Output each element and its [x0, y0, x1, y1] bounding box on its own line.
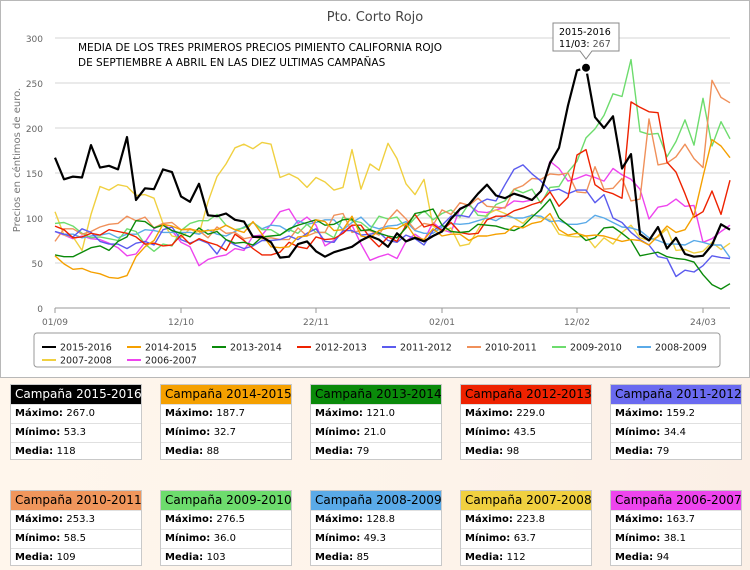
stat-min: Mínimo: 34.4: [611, 423, 741, 442]
stat-avg: Media: 109: [11, 548, 141, 567]
series-line-2007-2008: [54, 141, 731, 254]
stat-card-title: Campaña 2009-2010: [161, 491, 291, 510]
x-tick-label: 24/03: [690, 318, 716, 328]
stat-card-title: Campaña 2015-2016: [11, 385, 141, 404]
y-tick-label: 50: [32, 260, 44, 270]
legend-item: 2011-2012: [400, 343, 452, 354]
legend: 2015-2016 2014-2015 2013-2014 2012-2013 2011…: [33, 332, 721, 368]
tooltip-marker: [580, 61, 592, 74]
stat-avg: Media: 98: [461, 442, 591, 461]
stat-avg: Media: 85: [311, 548, 441, 567]
stat-card: Campaña 2012-2013 Máximo: 229.0 Mínimo: 43…: [460, 384, 592, 460]
y-tick-label: 100: [26, 215, 43, 225]
y-tick-label: 150: [26, 170, 43, 180]
stat-avg: Media: 79: [611, 442, 741, 461]
stat-max: Máximo: 267.0: [11, 404, 141, 423]
stat-max: Máximo: 187.7: [161, 404, 291, 423]
stat-card: Campaña 2010-2011 Máximo: 253.3 Mínimo: 58…: [10, 490, 142, 566]
chart-area: Pto. Corto Rojo Precios en céntimos de e…: [0, 0, 750, 378]
series-line-2008-2009: [54, 214, 731, 259]
y-axis-ticks: 0 50 100 150 200 250 300: [26, 35, 43, 315]
y-axis-label: Precios en céntimos de euro.: [11, 88, 23, 232]
stat-card: Campaña 2006-2007 Máximo: 163.7 Mínimo: 38…: [610, 490, 742, 566]
x-tick-label: 01/09: [42, 318, 68, 328]
stat-min: Mínimo: 63.7: [461, 529, 591, 548]
stat-card-title: Campaña 2011-2012: [611, 385, 741, 404]
stat-avg: Media: 88: [161, 442, 291, 461]
stat-card-title: Campaña 2013-2014: [311, 385, 441, 404]
stat-min: Mínimo: 49.3: [311, 529, 441, 548]
stat-avg: Media: 79: [311, 442, 441, 461]
stat-max: Máximo: 128.8: [311, 510, 441, 529]
annotation-line-1: MEDIA DE LOS TRES PRIMEROS PRECIOS PIMIE…: [78, 42, 442, 54]
stat-max: Máximo: 121.0: [311, 404, 441, 423]
tooltip-box: [552, 22, 620, 60]
y-tick-label: 200: [26, 125, 43, 135]
stat-min: Mínimo: 21.0: [311, 423, 441, 442]
stat-min: Mínimo: 38.1: [611, 529, 741, 548]
stat-card: Campaña 2009-2010 Máximo: 276.5 Mínimo: 36…: [160, 490, 292, 566]
series-lines: [53, 58, 731, 290]
stat-card-title: Campaña 2007-2008: [461, 491, 591, 510]
y-tick-label: 0: [37, 305, 43, 315]
legend-box: [33, 332, 721, 368]
line-chart: Pto. Corto Rojo Precios en céntimos de e…: [0, 0, 750, 378]
stat-avg: Media: 112: [461, 548, 591, 567]
tooltip-value: 11/03: 267: [559, 39, 611, 50]
stat-min: Mínimo: 58.5: [11, 529, 141, 548]
y-tick-label: 300: [26, 35, 43, 45]
x-tick-label: 02/01: [429, 318, 455, 328]
legend-item: 2008-2009: [655, 343, 707, 354]
stat-card-title: Campaña 2014-2015: [161, 385, 291, 404]
legend-item: 2010-2011: [485, 343, 537, 354]
legend-item: 2007-2008: [60, 356, 112, 367]
stat-card-title: Campaña 2008-2009: [311, 491, 441, 510]
series-line-2006-2007: [54, 160, 731, 267]
x-tick-label: 12/02: [564, 318, 590, 328]
series-line-2013-2014: [54, 198, 731, 290]
y-tick-label: 250: [26, 80, 43, 90]
tooltip-series: 2015-2016: [559, 27, 611, 38]
stat-card: Campaña 2008-2009 Máximo: 128.8 Mínimo: 49…: [310, 490, 442, 566]
stat-max: Máximo: 159.2: [611, 404, 741, 423]
stat-avg: Media: 103: [161, 548, 291, 567]
legend-item: 2006-2007: [145, 356, 197, 367]
x-axis-ticks: 01/09 12/10 22/11 02/01 12/02 24/03: [42, 308, 716, 328]
stat-card-title: Campaña 2010-2011: [11, 491, 141, 510]
stat-min: Mínimo: 32.7: [161, 423, 291, 442]
series-line-2014-2015: [54, 139, 731, 279]
stat-avg: Media: 118: [11, 442, 141, 461]
stat-max: Máximo: 163.7: [611, 510, 741, 529]
stat-min: Mínimo: 53.3: [11, 423, 141, 442]
stat-max: Máximo: 276.5: [161, 510, 291, 529]
series-line-2015-2016: [53, 66, 731, 259]
x-tick-label: 12/10: [168, 318, 194, 328]
stat-card: Campaña 2015-2016 Máximo: 267.0 Mínimo: 53…: [10, 384, 142, 460]
legend-item: 2009-2010: [570, 343, 622, 354]
legend-item: 2013-2014: [230, 343, 282, 354]
stat-card: Campaña 2011-2012 Máximo: 159.2 Mínimo: 34…: [610, 384, 742, 460]
stat-card-title: Campaña 2006-2007: [611, 491, 741, 510]
annotation-line-2: DE SEPTIEMBRE A ABRIL EN LAS DIEZ ULTIMA…: [78, 56, 386, 69]
legend-item: 2012-2013: [315, 343, 367, 354]
stat-card-title: Campaña 2012-2013: [461, 385, 591, 404]
x-tick-label: 22/11: [303, 318, 329, 328]
stat-card: Campaña 2007-2008 Máximo: 223.8 Mínimo: 63…: [460, 490, 592, 566]
stat-avg: Media: 94: [611, 548, 741, 567]
stat-card: Campaña 2013-2014 Máximo: 121.0 Mínimo: 21…: [310, 384, 442, 460]
chart-title: Pto. Corto Rojo: [327, 10, 423, 25]
stat-max: Máximo: 253.3: [11, 510, 141, 529]
stat-max: Máximo: 229.0: [461, 404, 591, 423]
series-line-2010-2011: [54, 79, 731, 242]
stat-min: Mínimo: 43.5: [461, 423, 591, 442]
legend-item: 2014-2015: [145, 343, 197, 354]
stat-min: Mínimo: 36.0: [161, 529, 291, 548]
stat-card: Campaña 2014-2015 Máximo: 187.7 Mínimo: 32…: [160, 384, 292, 460]
stat-max: Máximo: 223.8: [461, 510, 591, 529]
legend-item: 2015-2016: [60, 343, 112, 354]
